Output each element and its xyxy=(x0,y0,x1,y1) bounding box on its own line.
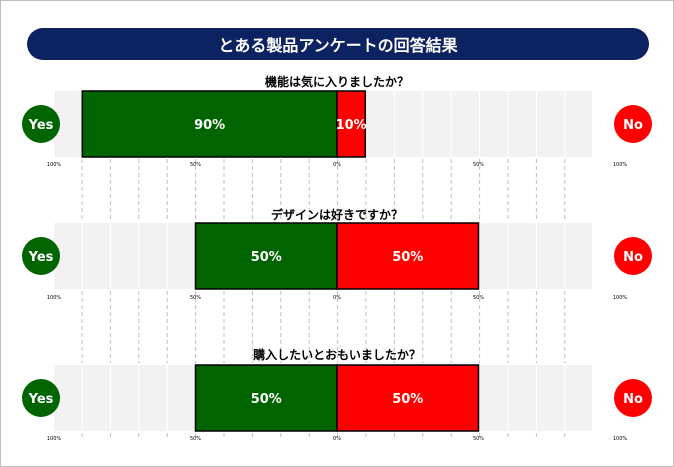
yes-circle-label: Yes xyxy=(28,392,54,407)
tick-label: 50% xyxy=(473,295,484,301)
tick-label: 100% xyxy=(47,436,62,442)
question-title: 購入したいとおもいましたか？ xyxy=(252,347,421,362)
tick-label: 0% xyxy=(333,436,341,442)
tick-label: 50% xyxy=(190,436,201,442)
no-circle xyxy=(614,379,652,417)
yes-bar xyxy=(81,90,338,158)
no-circle-label: No xyxy=(623,250,643,265)
yes-circle-label: Yes xyxy=(28,250,54,265)
tick-label: 100% xyxy=(613,162,628,168)
yes-bar xyxy=(194,364,338,432)
question-chart-2: デザインは好きですか？ 50% 50% Yes No 100% 50% 0% 50% 100% xyxy=(22,207,652,301)
no-circle xyxy=(614,237,652,275)
no-circle-label: No xyxy=(623,118,643,133)
tick-label: 100% xyxy=(47,295,62,301)
yes-circle xyxy=(22,237,60,275)
tick-label: 0% xyxy=(333,162,341,168)
yes-circle xyxy=(22,105,60,143)
yes-value-label: 50% xyxy=(251,392,282,407)
tick-label: 100% xyxy=(613,295,628,301)
tick-label: 50% xyxy=(190,162,201,168)
tick-label: 50% xyxy=(190,295,201,301)
no-bar xyxy=(336,364,480,432)
yes-value-label: 50% xyxy=(251,250,282,265)
chart-title: とある製品アンケートの回答結果 xyxy=(27,28,649,60)
no-circle-label: No xyxy=(623,392,643,407)
question-title: 機能は気に入りましたか？ xyxy=(265,74,409,89)
no-value-label: 50% xyxy=(392,250,423,265)
tick-label: 100% xyxy=(47,162,62,168)
tick-label: 100% xyxy=(613,436,628,442)
no-circle xyxy=(614,105,652,143)
question-title: デザインは好きですか？ xyxy=(271,207,403,222)
no-bar xyxy=(336,90,367,158)
yes-bar xyxy=(194,222,338,290)
tick-label: 0% xyxy=(333,295,341,301)
question-chart-3: 購入したいとおもいましたか？ 50% 50% Yes No 100% 50% 0% 50% 100… xyxy=(22,347,652,442)
question-chart-1: 機能は気に入りましたか？ 90% 10% Yes No 100% 50% 0% 50% 100% xyxy=(22,74,652,168)
tick-label: 50% xyxy=(473,162,484,168)
tick-label: 50% xyxy=(473,436,484,442)
no-value-label: 10% xyxy=(336,118,367,133)
yes-circle-label: Yes xyxy=(28,118,54,133)
no-bar xyxy=(336,222,480,290)
grid-lines xyxy=(81,159,566,440)
no-value-label: 50% xyxy=(392,392,423,407)
yes-circle xyxy=(22,379,60,417)
yes-value-label: 90% xyxy=(194,118,225,133)
